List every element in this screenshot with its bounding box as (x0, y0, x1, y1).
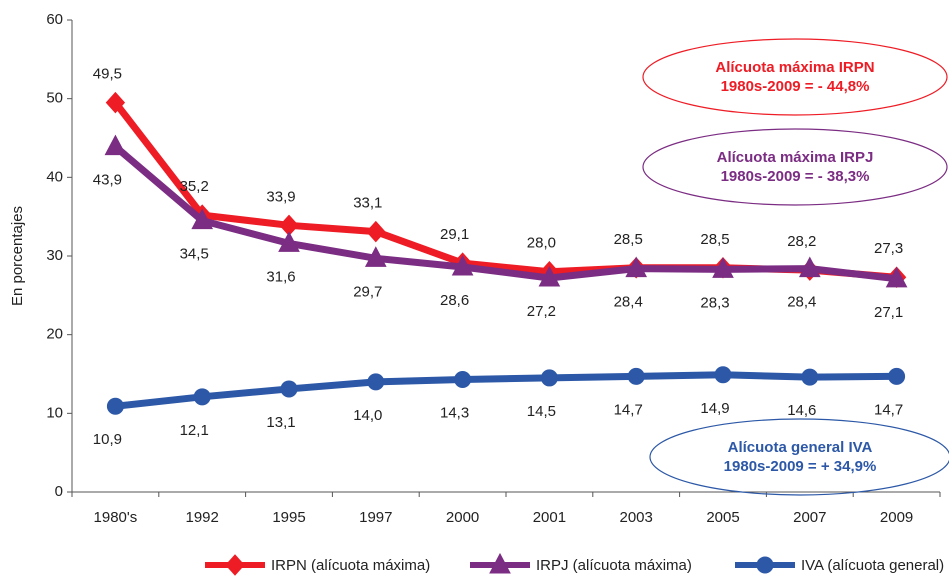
annotation-text: 1980s-2009 = - 38,3% (721, 168, 870, 185)
data-label: 49,5 (93, 66, 122, 83)
marker (451, 254, 474, 276)
marker (278, 231, 300, 252)
marker (712, 257, 734, 278)
data-label: 28,6 (440, 292, 469, 309)
data-label: 12,1 (180, 422, 209, 439)
data-label: 34,5 (180, 246, 209, 263)
marker (627, 367, 645, 385)
legend-label: IRPJ (alícuota máxima) (536, 557, 692, 574)
legend-label: IVA (alícuota general) (801, 557, 944, 574)
annotation-ellipse (649, 418, 949, 496)
x-tick-label: 1997 (359, 509, 392, 526)
data-label: 28,5 (700, 231, 729, 248)
marker (225, 554, 245, 576)
y-tick-label: 50 (46, 90, 63, 107)
annotation-text: 1980s-2009 = - 44,8% (721, 78, 870, 95)
series-line (113, 143, 898, 283)
marker (454, 371, 472, 389)
data-label: 28,3 (700, 294, 729, 311)
data-label: 10,9 (93, 431, 122, 448)
series-line (115, 371, 897, 410)
annotation-text: Alícuota general IVA (728, 439, 873, 456)
marker (280, 380, 298, 398)
marker (540, 369, 558, 387)
marker (885, 266, 908, 288)
x-tick-label: 2003 (620, 509, 653, 526)
marker (106, 397, 124, 415)
series: 10,9 12,1 13,1 14,0 14,3 14,5 14,7 14,9 14,6 14,7 (93, 366, 906, 448)
data-label: 14,5 (527, 403, 556, 420)
marker (366, 220, 386, 243)
data-label: 14,7 (874, 401, 903, 418)
data-label: 14,6 (787, 402, 816, 419)
annotation-text: 1980s-2009 = + 34,9% (724, 458, 877, 475)
marker (105, 91, 126, 114)
marker (364, 246, 387, 267)
marker (888, 367, 906, 385)
y-tick-label: 0 (55, 483, 63, 500)
marker (538, 265, 561, 287)
annotation-ellipse (642, 38, 948, 116)
marker (191, 208, 214, 230)
marker (756, 556, 774, 574)
marker (798, 256, 821, 278)
data-label: 28,0 (527, 235, 556, 252)
data-label: 14,3 (440, 404, 469, 421)
y-tick-label: 20 (46, 326, 63, 343)
data-label: 14,9 (700, 400, 729, 417)
x-tick-label: 1980's (94, 509, 138, 526)
y-tick-label: 60 (46, 11, 63, 28)
series: 43,9 34,5 31,6 29,7 28,6 27,2 28,4 28,3 28,4 27,1 (93, 134, 908, 321)
data-label: 29,7 (353, 283, 382, 300)
x-tick-label: 2005 (706, 509, 739, 526)
x-tick-label: 2009 (880, 509, 913, 526)
data-label: 28,5 (614, 231, 643, 248)
y-axis-label: En porcentajes (9, 206, 26, 306)
data-label: 14,0 (353, 407, 382, 424)
data-label: 28,4 (614, 294, 643, 311)
marker (367, 373, 385, 391)
data-label: 13,1 (266, 414, 295, 431)
x-tick-label: 2001 (533, 509, 566, 526)
x-tick-label: 2000 (446, 509, 479, 526)
y-tick-label: 40 (46, 168, 63, 185)
marker (625, 256, 648, 278)
legend-label: IRPN (alícuota máxima) (271, 557, 430, 574)
data-label: 35,2 (180, 178, 209, 195)
data-label: 28,4 (787, 294, 816, 311)
data-label: 33,9 (266, 188, 295, 205)
marker (489, 552, 511, 574)
y-tick-label: 30 (46, 247, 63, 264)
annotation-text: Alícuota máxima IRPJ (717, 149, 874, 166)
y-tick-label: 10 (46, 404, 63, 421)
marker (193, 388, 211, 406)
x-tick-label: 2007 (793, 509, 826, 526)
data-label: 27,3 (874, 240, 903, 257)
annotation-text: Alícuota máxima IRPN (715, 59, 874, 76)
data-label: 33,1 (353, 195, 382, 212)
marker (104, 134, 127, 156)
data-label: 14,7 (614, 401, 643, 418)
data-label: 31,6 (266, 268, 295, 285)
data-label: 43,9 (93, 172, 122, 189)
data-label: 27,2 (527, 303, 556, 320)
marker (801, 368, 819, 386)
data-label: 29,1 (440, 226, 469, 243)
x-tick-label: 1995 (272, 509, 305, 526)
data-label: 27,1 (874, 304, 903, 321)
data-label: 28,2 (787, 233, 816, 250)
x-tick-label: 1992 (186, 509, 219, 526)
annotation-ellipse (642, 128, 948, 206)
marker (714, 366, 732, 384)
